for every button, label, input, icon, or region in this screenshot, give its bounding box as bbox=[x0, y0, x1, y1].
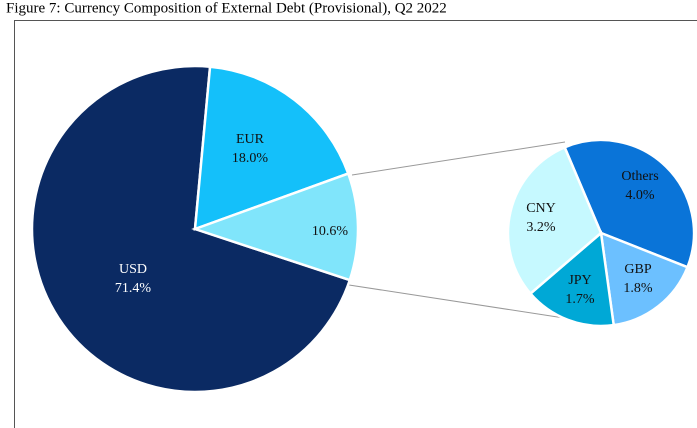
value-label: 3.2% bbox=[526, 220, 556, 235]
value-label: 10.6% bbox=[312, 224, 349, 239]
category-label: USD bbox=[119, 262, 147, 277]
value-label: 1.7% bbox=[565, 292, 595, 307]
value-label: 71.4% bbox=[115, 281, 152, 296]
connector bbox=[351, 141, 566, 176]
pie-slice bbox=[599, 231, 690, 327]
category-label: CNY bbox=[526, 201, 556, 216]
connector bbox=[348, 284, 591, 323]
pie-slice bbox=[193, 65, 350, 231]
pie-slice bbox=[191, 171, 360, 282]
value-label: 1.8% bbox=[623, 281, 653, 296]
chart-title: Figure 7: Currency Composition of Extern… bbox=[6, 0, 447, 16]
value-label: 18.0% bbox=[232, 151, 269, 166]
category-label: Others bbox=[621, 169, 658, 184]
value-label: 4.0% bbox=[625, 188, 655, 203]
pie-slice bbox=[506, 145, 603, 296]
pie-slice bbox=[30, 64, 352, 394]
category-label: JPY bbox=[568, 273, 591, 288]
pie-slice bbox=[563, 138, 696, 269]
pie-slice bbox=[528, 230, 616, 328]
category-label: EUR bbox=[236, 132, 265, 147]
category-label: GBP bbox=[624, 262, 651, 277]
frame bbox=[14, 20, 697, 428]
